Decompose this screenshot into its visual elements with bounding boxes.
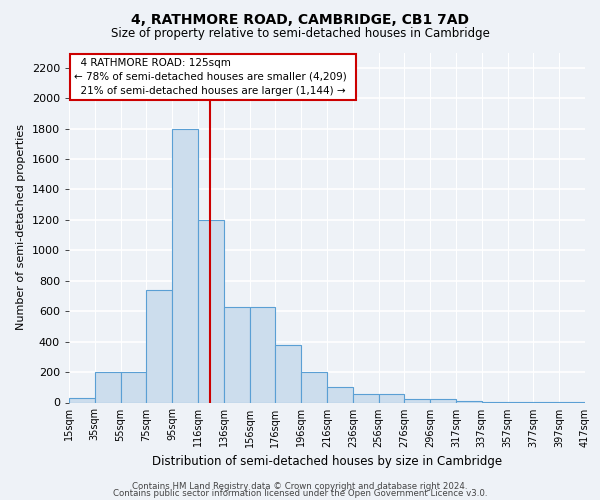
Bar [198,220,224,402]
Bar [301,372,327,402]
Bar [353,394,379,402]
Bar [224,308,250,402]
Bar [250,308,275,402]
Bar [275,344,301,403]
Y-axis label: Number of semi-detached properties: Number of semi-detached properties [16,124,26,330]
Text: Contains HM Land Registry data © Crown copyright and database right 2024.: Contains HM Land Registry data © Crown c… [132,482,468,491]
Text: 4, RATHMORE ROAD, CAMBRIDGE, CB1 7AD: 4, RATHMORE ROAD, CAMBRIDGE, CB1 7AD [131,12,469,26]
Bar [456,401,482,402]
Bar [379,394,404,402]
Bar [146,290,172,403]
Bar [404,400,430,402]
Bar [69,398,95,402]
Bar [430,400,456,402]
Text: Contains public sector information licensed under the Open Government Licence v3: Contains public sector information licen… [113,490,487,498]
Bar [95,372,121,402]
Bar [172,128,198,402]
Bar [327,388,353,402]
X-axis label: Distribution of semi-detached houses by size in Cambridge: Distribution of semi-detached houses by … [152,455,502,468]
Text: Size of property relative to semi-detached houses in Cambridge: Size of property relative to semi-detach… [110,28,490,40]
Bar [121,372,146,402]
Text: 4 RATHMORE ROAD: 125sqm  
← 78% of semi-detached houses are smaller (4,209)
  21: 4 RATHMORE ROAD: 125sqm ← 78% of semi-de… [74,58,352,96]
